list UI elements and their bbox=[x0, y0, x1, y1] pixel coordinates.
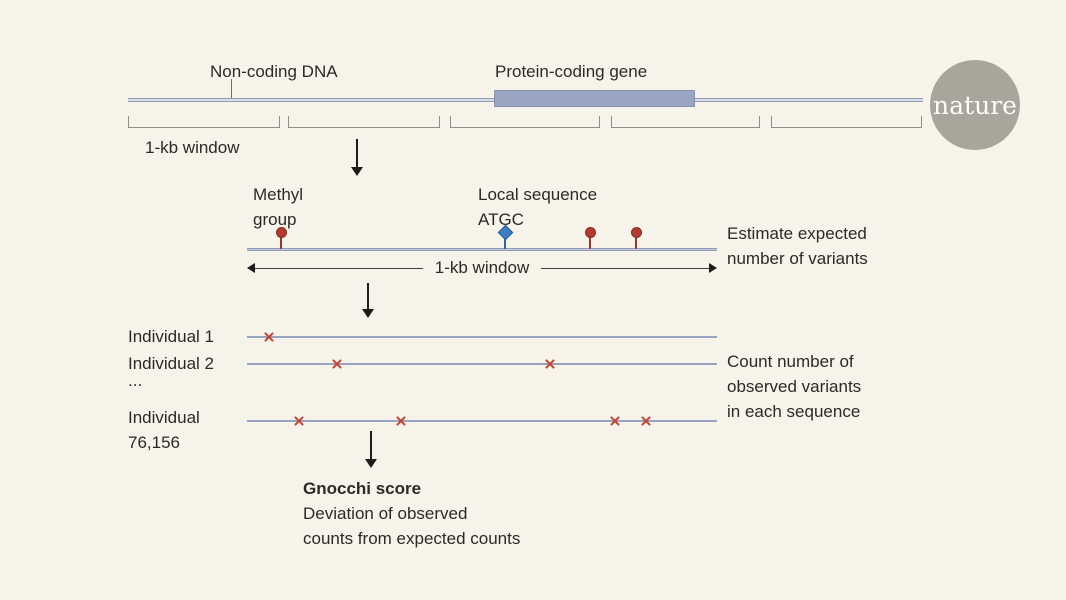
span-line-right bbox=[541, 267, 709, 269]
down-arrow-3 bbox=[365, 431, 377, 468]
arrow-head-icon bbox=[365, 459, 377, 468]
arrow-shaft bbox=[367, 283, 369, 309]
protein-coding-gene-label: Protein-coding gene bbox=[495, 62, 648, 81]
non-coding-pointer-line bbox=[231, 79, 232, 98]
arrow-head-icon bbox=[351, 167, 363, 176]
arrow-shaft bbox=[356, 139, 358, 167]
marker-stem bbox=[280, 236, 282, 249]
variant-x-mark-icon bbox=[395, 415, 407, 427]
marker-stem bbox=[589, 236, 591, 249]
individual-1-label: Individual 1 bbox=[128, 327, 215, 346]
variant-x-mark-icon bbox=[293, 415, 305, 427]
non-coding-dna-label: Non-coding DNA bbox=[210, 62, 338, 81]
window-sequence-line bbox=[247, 248, 717, 251]
variant-x-mark-icon bbox=[640, 415, 652, 427]
variant-x-mark-icon bbox=[544, 358, 556, 370]
protein-coding-gene-box bbox=[494, 90, 695, 107]
kb-window-span-arrow: 1-kb window bbox=[247, 258, 717, 277]
marker-stem bbox=[635, 236, 637, 249]
kb-window-bracket bbox=[450, 116, 600, 128]
span-line-left bbox=[255, 267, 423, 269]
kb-window-bracket bbox=[288, 116, 440, 128]
methyl-circle-icon bbox=[630, 227, 642, 238]
methyl-group-label: Methyl group bbox=[253, 185, 304, 229]
estimate-expected-label: Estimate expected number of variants bbox=[727, 224, 868, 268]
arrow-head-icon bbox=[362, 309, 374, 318]
kb-window-label-top: 1-kb window bbox=[145, 138, 240, 157]
methyl-circle-icon bbox=[584, 227, 596, 238]
variant-x-mark-icon bbox=[263, 331, 275, 343]
individual-2-label: Individual 2 bbox=[128, 354, 215, 373]
local-sequence-label: Local sequence ATGC bbox=[478, 185, 598, 229]
kb-window-bracket bbox=[128, 116, 280, 128]
methyl-circle-icon bbox=[275, 227, 287, 238]
arrow-shaft bbox=[370, 431, 372, 459]
kb-window-label-middle: 1-kb window bbox=[434, 258, 530, 277]
down-arrow-1 bbox=[351, 139, 363, 176]
ellipsis-label: ... bbox=[128, 371, 143, 390]
arrow-head-right-icon bbox=[709, 263, 717, 273]
individual-76156-sequence-line bbox=[247, 420, 717, 422]
individual-76156-label: Individual 76,156 bbox=[128, 408, 200, 452]
nature-logo: nature bbox=[930, 60, 1020, 150]
variant-x-mark-icon bbox=[331, 358, 343, 370]
nature-logo-text: nature bbox=[933, 90, 1017, 120]
gnocchi-score-title: Gnocchi score bbox=[303, 479, 422, 498]
down-arrow-2 bbox=[362, 283, 374, 318]
variant-x-mark-icon bbox=[609, 415, 621, 427]
individual-1-sequence-line bbox=[247, 336, 717, 338]
individual-2-sequence-line bbox=[247, 363, 717, 365]
count-observed-label: Count number of observed variants in eac… bbox=[727, 352, 862, 421]
kb-window-bracket bbox=[611, 116, 760, 128]
kb-window-bracket bbox=[771, 116, 922, 128]
marker-stem bbox=[504, 236, 506, 249]
gnocchi-score-description: Deviation of observed counts from expect… bbox=[303, 504, 521, 548]
arrow-head-left-icon bbox=[247, 263, 255, 273]
